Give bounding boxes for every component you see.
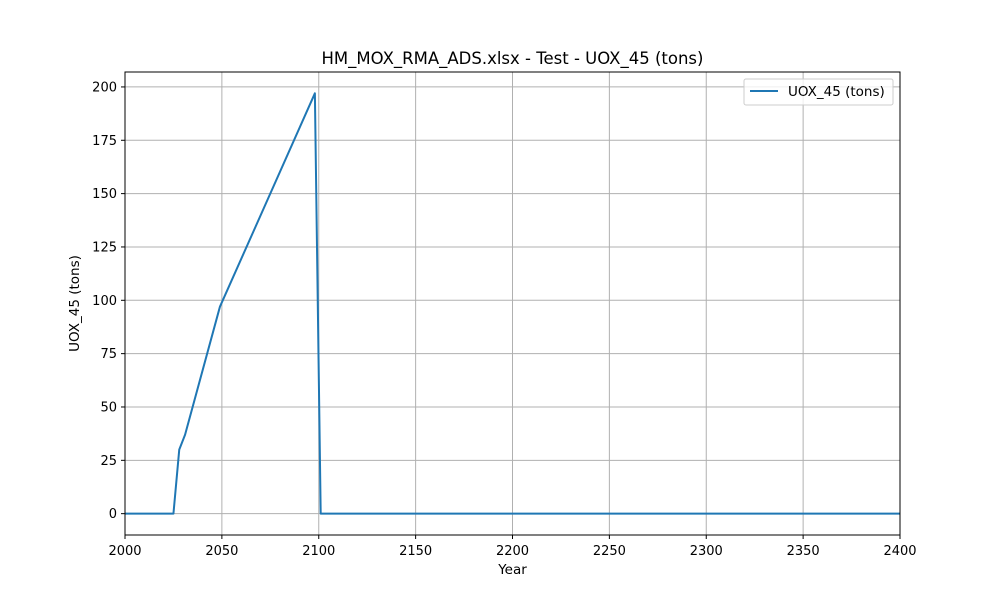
- y-tick-label: 200: [92, 80, 117, 95]
- legend: UOX_45 (tons): [743, 78, 894, 106]
- y-tick-label: 175: [92, 134, 117, 149]
- x-tick-label: 2300: [690, 544, 723, 559]
- y-axis-ticks: 0 25 50 75 100 125 150 175 200: [92, 80, 125, 522]
- x-tick-label: 2400: [883, 544, 916, 559]
- series-layer: [125, 92, 900, 515]
- x-tick-label: 2000: [108, 544, 141, 559]
- y-tick-label: 75: [100, 347, 117, 362]
- y-tick-label: 125: [92, 240, 117, 255]
- x-tick-label: 2050: [205, 544, 238, 559]
- x-tick-label: 2150: [399, 544, 432, 559]
- series-line-1: [125, 92, 900, 515]
- y-tick-label: 100: [92, 294, 117, 309]
- y-tick-label: 25: [100, 454, 117, 469]
- x-tick-label: 2200: [496, 544, 529, 559]
- x-axis-ticks: 2000 2050 2100 2150 2200 2250 2300 2350 2400: [108, 535, 917, 559]
- y-tick-label: 0: [109, 507, 117, 522]
- chart-title: HM_MOX_RMA_ADS.xlsx - Test - UOX_45 (ton…: [322, 49, 704, 69]
- y-tick-label: 150: [92, 187, 117, 202]
- x-axis-label: Year: [497, 562, 527, 578]
- legend-box: [743, 78, 894, 106]
- x-tick-label: 2100: [302, 544, 335, 559]
- x-tick-label: 2250: [593, 544, 626, 559]
- plot-area: [125, 92, 900, 515]
- y-tick-label: 50: [100, 400, 117, 415]
- x-tick-label: 2350: [787, 544, 820, 559]
- y-axis-label: UOX_45 (tons): [67, 255, 83, 352]
- legend-label-uox-45: UOX_45 (tons): [788, 84, 885, 100]
